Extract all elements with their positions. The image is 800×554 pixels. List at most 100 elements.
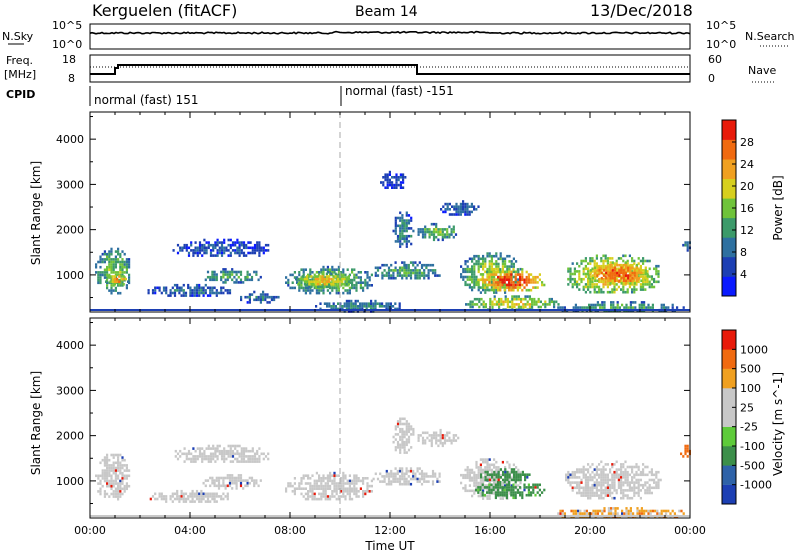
- velocity-colorbar-swatch: [722, 426, 736, 447]
- power-colorbar-swatch: [722, 276, 736, 297]
- power-scatter-region: [172, 238, 270, 257]
- beam-title: Beam 14: [355, 4, 418, 20]
- velocity-scatter-region: [417, 428, 460, 448]
- noise-left-tick-low: 10^0: [52, 38, 82, 51]
- velocity-y-tick-label: 3000: [56, 384, 84, 397]
- velocity-colorbar-swatch: [722, 330, 736, 350]
- velocity-scatter-region: [475, 480, 546, 500]
- velocity-y-tick-label: 2000: [56, 430, 84, 443]
- power-colorbar-swatch: [722, 217, 736, 238]
- velocity-y-tick-label: 1000: [56, 475, 84, 488]
- noise-panel-frame: [89, 23, 691, 50]
- nave-right-tick-high: 60: [708, 53, 722, 66]
- power-scatter-region: [295, 272, 350, 289]
- velocity-scatter-region: [149, 489, 229, 503]
- power-scatter-region: [477, 268, 546, 292]
- power-y-tick-label: 2000: [56, 224, 84, 237]
- power-colorbar-label: Power [dB]: [771, 175, 785, 240]
- power-colorbar: 4 8 12 16 20 24 28: [721, 119, 754, 297]
- power-scatter-region: [105, 275, 130, 286]
- velocity-colorbar-tick-label: -500: [740, 459, 765, 472]
- velocity-scatter-region: [392, 417, 415, 454]
- power-scatter-region: [315, 299, 401, 313]
- cpid-label: CPID: [6, 88, 35, 101]
- power-y-tick-label: 1000: [56, 269, 84, 282]
- velocity-colorbar-swatch: [722, 446, 736, 466]
- x-tick-label: 20:00: [574, 524, 606, 537]
- power-y-tick-label: 3000: [56, 178, 84, 191]
- power-scatter-region: [240, 290, 280, 304]
- power-colorbar-tick-label: 16: [740, 202, 754, 215]
- velocity-colorbar-swatch: [722, 484, 736, 505]
- velocity-y-tick-label: 4000: [56, 339, 84, 352]
- velocity-scatter-region: [174, 444, 270, 463]
- x-axis-label: Time UT: [364, 539, 415, 553]
- noise-left-tick-high: 10^5: [52, 19, 82, 32]
- velocity-scatter-region: [565, 460, 662, 500]
- velocity-colorbar-tick-label: 25: [740, 401, 754, 414]
- velocity-colorbar-tick-label: 1000: [740, 343, 768, 356]
- noise-trace: [89, 30, 691, 35]
- power-y-axis-label: Slant Range [km]: [29, 161, 43, 265]
- power-scatter-region: [587, 261, 650, 285]
- velocity-colorbar-tick-label: -25: [740, 421, 758, 434]
- cpid-segment-2: normal (fast) -151: [345, 84, 454, 98]
- power-colorbar-swatch: [722, 159, 736, 179]
- freq-left-tick-high: 18: [62, 53, 76, 66]
- freq-label-2: [MHz]: [4, 68, 36, 81]
- velocity-colorbar-swatch: [722, 407, 736, 427]
- power-colorbar-swatch: [722, 120, 736, 140]
- power-colorbar-swatch: [722, 139, 736, 160]
- power-scatter-region: [417, 222, 458, 242]
- power-colorbar-tick-label: 20: [740, 180, 754, 193]
- velocity-scatter-region: [372, 467, 441, 486]
- freq-trace: [90, 64, 690, 75]
- power-colorbar-tick-label: 12: [740, 224, 754, 237]
- station-title: Kerguelen (fitACF): [92, 1, 237, 20]
- x-tick-label: 12:00: [374, 524, 406, 537]
- velocity-y-axis-label: Slant Range [km]: [29, 371, 43, 475]
- x-tick-label: 00:00: [674, 524, 706, 537]
- power-scatter-region: [392, 211, 415, 248]
- power-scatter-region: [374, 261, 441, 280]
- power-colorbar-swatch: [722, 256, 736, 277]
- velocity-colorbar-tick-label: 500: [740, 363, 761, 376]
- power-scatter-region: [204, 268, 262, 284]
- power-colorbar-tick-label: 24: [740, 158, 754, 171]
- date-title: 13/Dec/2018: [590, 1, 693, 20]
- power-colorbar-tick-label: 28: [740, 136, 754, 149]
- noise-sky-line: [89, 30, 691, 35]
- nave-label: Nave: [748, 64, 776, 77]
- cpid-segment-1: normal (fast) 151: [94, 93, 198, 107]
- power-heatmap-panel: 1000 2000 3000 4000: [56, 111, 691, 313]
- velocity-colorbar-tick-label: -1000: [740, 479, 772, 492]
- noise-right-tick-low: 10^0: [706, 38, 736, 51]
- freq-label-1: Freq.: [6, 54, 33, 67]
- x-tick-label: 00:00: [74, 524, 106, 537]
- power-colorbar-tick-label: 4: [740, 268, 747, 281]
- velocity-scatter-region: [202, 474, 262, 490]
- velocity-scatter-region: [480, 468, 531, 482]
- velocity-colorbar-tick-label: 100: [740, 382, 761, 395]
- velocity-colorbar: -1000 -500 -100 -25 25 100 500 1000: [721, 329, 772, 505]
- velocity-colorbar-swatch: [722, 388, 736, 408]
- velocity-colorbar-label: Velocity [m s^-1]: [771, 372, 785, 476]
- velocity-heatmap-panel: 1000 2000 3000 4000: [56, 317, 691, 519]
- velocity-plot-background: [90, 318, 690, 518]
- velocity-scatter-region: [95, 453, 131, 501]
- noise-right-label: N.Search: [745, 30, 795, 43]
- x-tick-label: 04:00: [174, 524, 206, 537]
- nave-right-tick-low: 0: [708, 72, 715, 85]
- power-scatter-region: [440, 200, 480, 216]
- x-tick-labels: 00:00 04:00 08:00 12:00 16:00 20:00 00:00: [74, 524, 706, 537]
- power-colorbar-swatch: [722, 178, 736, 199]
- x-tick-label: 16:00: [474, 524, 506, 537]
- power-y-tick-label: 4000: [56, 133, 84, 146]
- velocity-colorbar-swatch: [722, 349, 736, 369]
- velocity-colorbar-swatch: [722, 368, 736, 389]
- velocity-colorbar-frame: [721, 329, 737, 505]
- power-colorbar-tick-label: 8: [740, 246, 747, 259]
- velocity-scatter-region: [285, 471, 373, 501]
- velocity-colorbar-tick-label: -100: [740, 440, 765, 453]
